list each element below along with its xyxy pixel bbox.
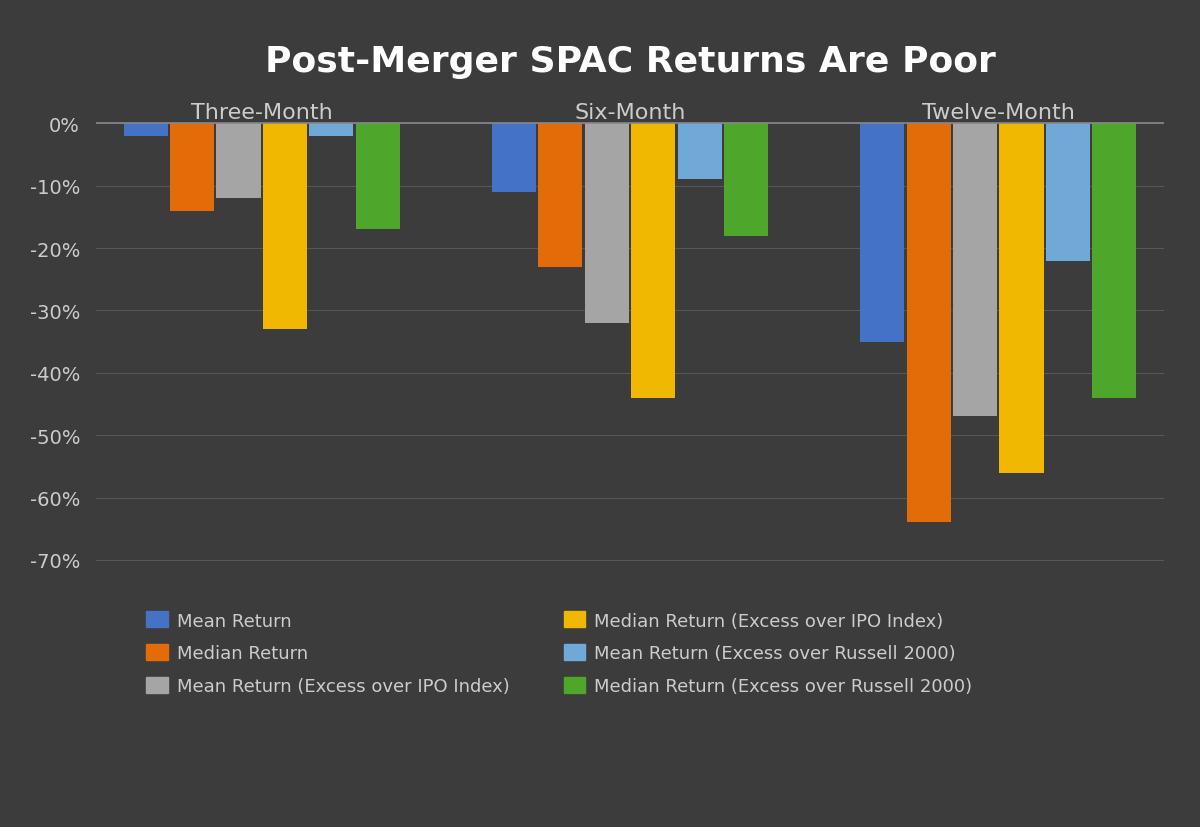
Title: Post-Merger SPAC Returns Are Poor: Post-Merger SPAC Returns Are Poor bbox=[264, 45, 996, 79]
Bar bbox=[953, 124, 997, 417]
Bar bbox=[1000, 124, 1044, 473]
Bar bbox=[631, 124, 676, 399]
Bar bbox=[906, 124, 950, 523]
Bar bbox=[492, 124, 536, 193]
Bar bbox=[539, 124, 582, 267]
Bar bbox=[860, 124, 905, 342]
Text: Six-Month: Six-Month bbox=[575, 103, 685, 123]
Bar bbox=[355, 124, 400, 230]
Bar bbox=[678, 124, 721, 180]
Bar bbox=[216, 124, 260, 199]
Bar bbox=[170, 124, 215, 212]
Text: Twelve-Month: Twelve-Month bbox=[922, 103, 1075, 123]
Bar bbox=[263, 124, 307, 330]
Bar bbox=[1045, 124, 1090, 261]
Bar bbox=[584, 124, 629, 323]
Bar bbox=[124, 124, 168, 136]
Text: Three-Month: Three-Month bbox=[191, 103, 332, 123]
Bar bbox=[1092, 124, 1136, 399]
Bar bbox=[724, 124, 768, 237]
Bar bbox=[310, 124, 354, 136]
Legend: Mean Return, Median Return, Mean Return (Excess over IPO Index), Median Return (: Mean Return, Median Return, Mean Return … bbox=[137, 603, 982, 704]
